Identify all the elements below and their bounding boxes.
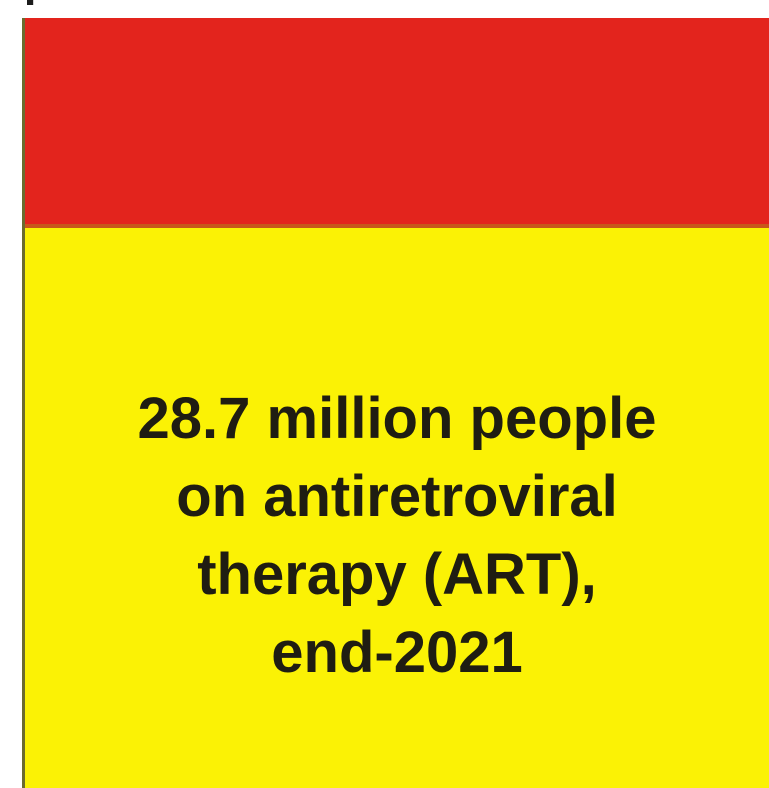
- red-band: [25, 18, 769, 228]
- cropped-heading: .: [0, 0, 769, 18]
- stat-line-4: end-2021: [271, 620, 523, 685]
- stat-line-2: on antiretroviral: [176, 464, 618, 529]
- stat-line-3: therapy (ART),: [197, 542, 597, 607]
- stat-line-1: 28.7 million people: [137, 386, 657, 451]
- stat-panel: 28.7 million people on antiretroviral th…: [22, 18, 769, 788]
- stat-caption: 28.7 million people on antiretroviral th…: [25, 380, 769, 692]
